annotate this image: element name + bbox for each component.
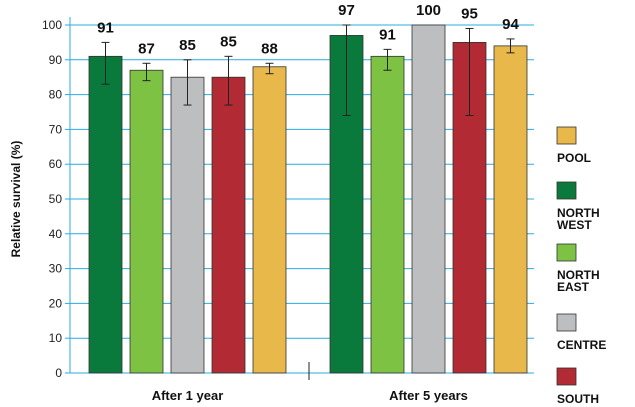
legend-swatch xyxy=(556,181,577,200)
y-tick-label: 10 xyxy=(49,331,63,345)
legend-label: NORTH EAST xyxy=(557,268,600,294)
value-label: 85 xyxy=(220,33,237,50)
legend-label: NORTH WEST xyxy=(557,206,600,232)
bar xyxy=(252,66,287,374)
legend-swatch xyxy=(556,126,577,145)
x-axis-categories: After 1 year After 5 years xyxy=(152,388,468,403)
y-tick-label: 50 xyxy=(49,192,63,206)
legend-label: CENTRE xyxy=(557,338,606,352)
value-label: 95 xyxy=(461,5,478,22)
y-tick-label: 80 xyxy=(49,88,63,102)
y-tick-label: 60 xyxy=(49,157,63,171)
value-label: 100 xyxy=(416,2,441,19)
bar xyxy=(211,76,246,374)
value-label: 97 xyxy=(338,2,355,19)
legend-swatch xyxy=(556,367,577,386)
y-tick-label: 90 xyxy=(49,53,63,67)
category-label: After 1 year xyxy=(152,388,224,403)
bar xyxy=(411,24,446,374)
y-tick-label: 0 xyxy=(55,366,62,380)
bar xyxy=(170,76,205,374)
bars: 91 87 85 85 88 97 91 100 95 94 xyxy=(88,2,528,374)
legend-swatch xyxy=(556,243,577,262)
bar xyxy=(370,55,405,374)
legend: POOL NORTH WEST NORTH EAST CENTRE SOUTH xyxy=(556,126,606,406)
legend-swatch xyxy=(556,313,577,332)
value-label: 94 xyxy=(502,16,519,33)
value-label: 91 xyxy=(97,19,114,36)
category-label: After 5 years xyxy=(389,388,468,403)
y-tick-label: 100 xyxy=(42,18,62,32)
bar xyxy=(88,55,123,374)
value-label: 88 xyxy=(261,40,278,57)
value-label: 87 xyxy=(138,40,155,57)
y-axis-label: Relative survival (%) xyxy=(9,141,23,258)
legend-label: POOL xyxy=(557,151,591,165)
legend-label: SOUTH xyxy=(557,392,599,406)
value-label: 91 xyxy=(379,26,396,43)
y-tick-label: 70 xyxy=(49,122,63,136)
bar xyxy=(493,45,528,374)
bar xyxy=(129,69,164,374)
y-tick-label: 20 xyxy=(49,296,63,310)
y-tick-label: 40 xyxy=(49,227,63,241)
y-tick-label: 30 xyxy=(49,262,63,276)
value-label: 85 xyxy=(179,37,196,54)
